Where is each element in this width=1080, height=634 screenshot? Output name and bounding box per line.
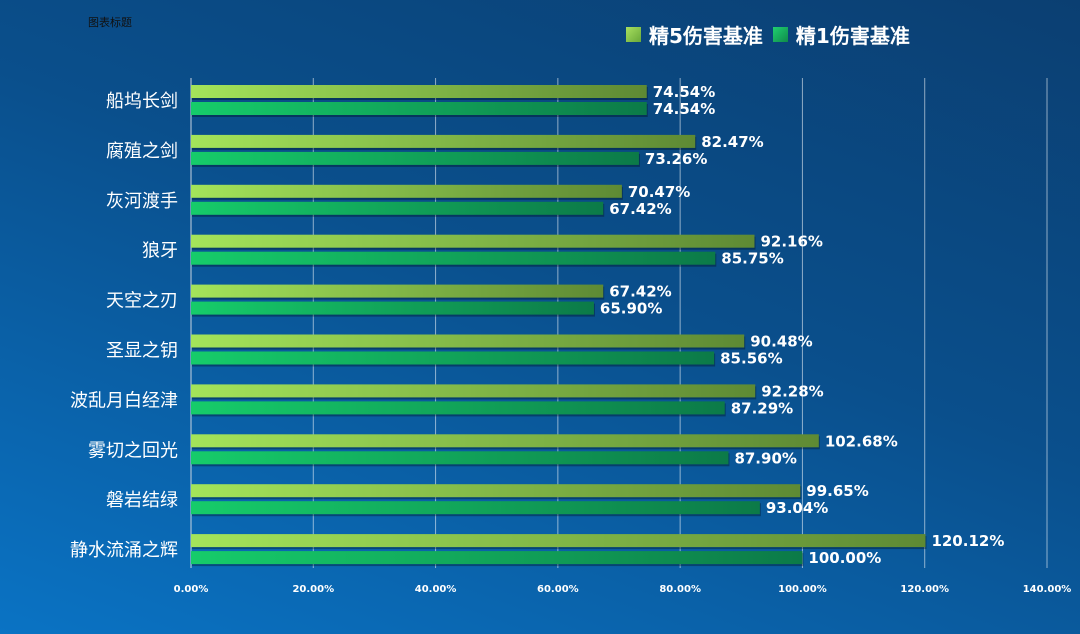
bar-r1 bbox=[191, 401, 725, 415]
bar-r1 bbox=[191, 102, 647, 115]
category-label: 腐殖之剑 bbox=[106, 140, 178, 162]
bar-r1 bbox=[191, 301, 594, 315]
bar-r5 bbox=[191, 134, 696, 148]
bar-r1 bbox=[191, 201, 604, 215]
x-tick-label: 140.00% bbox=[1023, 584, 1072, 595]
chart-title: 图表标题 bbox=[88, 16, 132, 29]
category-label: 波乱月白经津 bbox=[70, 390, 178, 411]
data-label: 70.47% bbox=[628, 183, 690, 201]
x-tick-label: 120.00% bbox=[900, 584, 949, 595]
data-label: 120.12% bbox=[931, 532, 1004, 550]
legend-swatch-r1 bbox=[772, 27, 788, 42]
category-label: 天空之刃 bbox=[106, 291, 178, 312]
bar-r5 bbox=[191, 184, 622, 198]
bar-r5 bbox=[191, 434, 819, 448]
bar-r5 bbox=[191, 85, 647, 98]
data-label: 74.54% bbox=[653, 83, 715, 101]
legend-item-r5: 精5伤害基准 bbox=[626, 20, 763, 49]
legend-swatch-r5 bbox=[626, 27, 641, 42]
category-label: 圣显之钥 bbox=[106, 341, 178, 362]
legend-item-r1: 精1伤害基准 bbox=[772, 20, 910, 49]
data-label: 92.16% bbox=[760, 233, 822, 251]
data-label: 99.65% bbox=[806, 482, 868, 500]
category-label: 雾切之回光 bbox=[88, 440, 178, 461]
data-label: 85.75% bbox=[721, 250, 783, 268]
x-tick-label: 20.00% bbox=[292, 584, 334, 595]
x-tick-label: 80.00% bbox=[659, 584, 701, 595]
data-label: 100.00% bbox=[808, 549, 881, 567]
bar-r1 bbox=[191, 551, 803, 565]
data-label: 74.54% bbox=[653, 100, 715, 118]
data-label: 73.26% bbox=[645, 150, 707, 168]
data-label: 87.90% bbox=[734, 449, 796, 467]
x-tick-label: 60.00% bbox=[537, 584, 579, 595]
data-label: 82.47% bbox=[701, 133, 763, 151]
bar-r5 bbox=[191, 484, 801, 498]
bar-r5 bbox=[191, 534, 926, 548]
bar-r1 bbox=[191, 501, 760, 515]
data-label: 102.68% bbox=[825, 432, 898, 450]
bar-r1 bbox=[191, 451, 729, 465]
bar-r1 bbox=[191, 151, 639, 165]
category-label: 磐岩结绿 bbox=[106, 490, 178, 511]
bar-r5 bbox=[191, 384, 756, 398]
category-label: 船坞长剑 bbox=[106, 91, 178, 112]
data-label: 67.42% bbox=[609, 283, 671, 301]
data-label: 90.48% bbox=[750, 333, 812, 351]
legend-label-r1: 精1伤害基准 bbox=[795, 24, 910, 48]
data-label: 85.56% bbox=[720, 350, 782, 368]
x-tick-label: 40.00% bbox=[415, 584, 457, 595]
bar-r1 bbox=[191, 251, 716, 265]
data-label: 92.28% bbox=[761, 382, 823, 400]
data-label: 93.04% bbox=[766, 499, 828, 517]
bar-r1 bbox=[191, 351, 715, 365]
bar-r5 bbox=[191, 284, 604, 298]
category-label: 狼牙 bbox=[142, 241, 178, 262]
x-tick-label: 0.00% bbox=[174, 584, 209, 595]
data-label: 87.29% bbox=[731, 399, 793, 417]
category-label: 灰河渡手 bbox=[106, 191, 178, 212]
bar-r5 bbox=[191, 334, 745, 348]
data-label: 65.90% bbox=[600, 300, 662, 318]
x-tick-label: 100.00% bbox=[778, 584, 827, 595]
category-label: 静水流涌之辉 bbox=[70, 540, 178, 561]
legend: 精5伤害基准 精1伤害基准 bbox=[626, 20, 920, 49]
legend-label-r5: 精5伤害基准 bbox=[649, 24, 763, 48]
data-label: 67.42% bbox=[609, 200, 671, 218]
bar-r5 bbox=[191, 234, 755, 248]
